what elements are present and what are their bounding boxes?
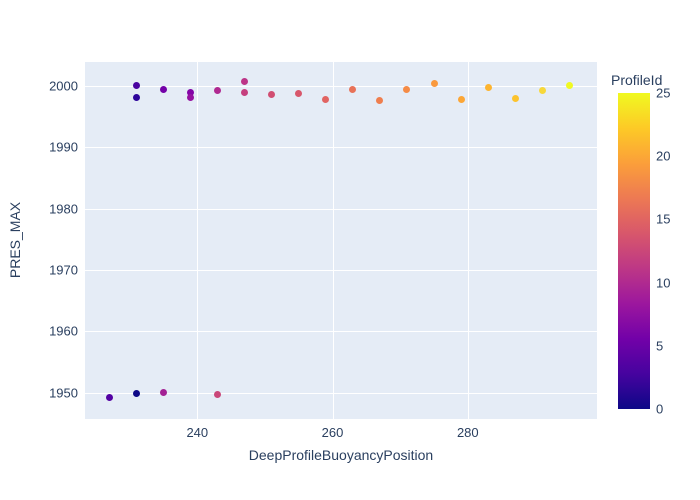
data-point[interactable] <box>187 93 194 101</box>
colorbar-gradient <box>618 93 650 409</box>
colorbar-tick-label: 0 <box>656 401 664 417</box>
y-tick-label: 1970 <box>49 262 78 278</box>
data-point[interactable] <box>511 94 519 102</box>
y-tick-label: 1960 <box>49 323 78 339</box>
colorbar-tick-label: 5 <box>656 338 664 354</box>
data-point[interactable] <box>565 81 573 89</box>
y-gridline <box>85 331 597 333</box>
y-axis-title: PRES_MAX <box>7 201 23 279</box>
y-gridline <box>85 208 597 210</box>
data-point[interactable] <box>322 95 330 103</box>
y-tick-label: 1950 <box>49 385 78 401</box>
y-tick-label: 1980 <box>49 201 78 217</box>
plot-area[interactable] <box>85 62 597 419</box>
x-tick-label: 240 <box>186 425 209 440</box>
data-point[interactable] <box>160 389 167 397</box>
colorbar-tick-label: 10 <box>656 275 671 291</box>
data-point[interactable] <box>538 87 546 95</box>
data-point[interactable] <box>430 80 438 87</box>
y-gridline <box>85 392 597 394</box>
data-point[interactable] <box>484 83 492 91</box>
data-point[interactable] <box>241 89 249 97</box>
data-point[interactable] <box>132 82 140 90</box>
data-point[interactable] <box>187 88 194 96</box>
colorbar-title: ProfileId <box>611 72 663 88</box>
x-tick-label: 280 <box>456 425 479 440</box>
data-point[interactable] <box>160 85 167 93</box>
data-point[interactable] <box>403 86 411 94</box>
data-point[interactable] <box>268 91 276 98</box>
y-gridline <box>85 85 597 87</box>
data-point[interactable] <box>295 89 303 97</box>
data-point[interactable] <box>214 86 222 94</box>
data-point[interactable] <box>132 93 140 101</box>
colorbar-tick-label: 20 <box>656 148 671 164</box>
data-point[interactable] <box>349 85 357 93</box>
colorbar-tick-label: 15 <box>656 211 671 227</box>
y-gridline <box>85 269 597 271</box>
x-gridline <box>467 62 469 419</box>
y-tick-label: 2000 <box>49 78 78 94</box>
data-point[interactable] <box>457 95 465 103</box>
data-point[interactable] <box>241 78 249 86</box>
data-point[interactable] <box>214 391 222 398</box>
colorbar-tick-label: 25 <box>656 85 671 101</box>
x-gridline <box>197 62 199 419</box>
y-gridline <box>85 147 597 149</box>
data-point[interactable] <box>132 389 140 397</box>
x-axis-title: DeepProfileBuoyancyPosition <box>248 447 434 463</box>
data-point[interactable] <box>376 96 384 104</box>
x-gridline <box>332 62 334 419</box>
x-tick-label: 260 <box>321 425 344 440</box>
data-point[interactable] <box>105 394 113 401</box>
y-tick-label: 1990 <box>49 139 78 155</box>
